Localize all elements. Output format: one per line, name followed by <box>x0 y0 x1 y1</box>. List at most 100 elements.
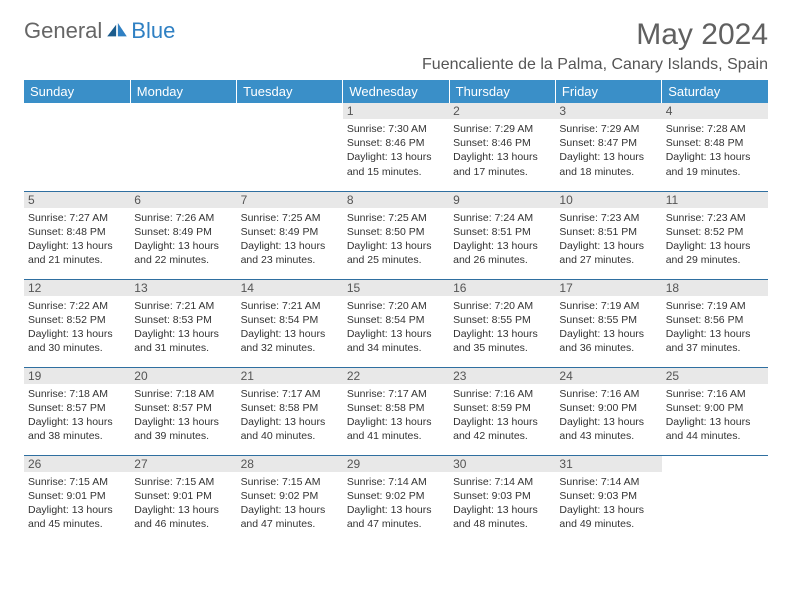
weekday-header: Sunday <box>24 80 130 103</box>
sunset-text: Sunset: 9:03 PM <box>559 489 657 503</box>
daylight-text: Daylight: 13 hours and 44 minutes. <box>666 415 764 443</box>
day-number: 13 <box>130 280 236 296</box>
sunrise-text: Sunrise: 7:16 AM <box>666 387 764 401</box>
calendar-cell: 8Sunrise: 7:25 AMSunset: 8:50 PMDaylight… <box>343 191 449 279</box>
calendar-cell: 18 Sunrise: 7:19 AMSunset: 8:56 PMDayligh… <box>662 279 768 367</box>
day-details: Sunrise: 7:29 AMSunset: 8:47 PMDaylight:… <box>559 122 657 179</box>
day-number: 8 <box>343 192 449 208</box>
sunset-text: Sunset: 9:00 PM <box>666 401 764 415</box>
sunset-text: Sunset: 8:48 PM <box>28 225 126 239</box>
sunrise-text: Sunrise: 7:20 AM <box>453 299 551 313</box>
sunset-text: Sunset: 9:02 PM <box>241 489 339 503</box>
calendar-cell: 29 Sunrise: 7:14 AMSunset: 9:02 PMDayligh… <box>343 455 449 543</box>
calendar-cell: 9Sunrise: 7:24 AMSunset: 8:51 PMDaylight… <box>449 191 555 279</box>
daylight-text: Daylight: 13 hours and 49 minutes. <box>559 503 657 531</box>
calendar-cell: 20Sunrise: 7:18 AMSunset: 8:57 PMDayligh… <box>130 367 236 455</box>
sunset-text: Sunset: 8:48 PM <box>666 136 764 150</box>
sunrise-text: Sunrise: 7:19 AM <box>559 299 657 313</box>
brand-part2: Blue <box>131 18 175 44</box>
daylight-text: Daylight: 13 hours and 46 minutes. <box>134 503 232 531</box>
sunrise-text: Sunrise: 7:17 AM <box>241 387 339 401</box>
sunset-text: Sunset: 8:51 PM <box>559 225 657 239</box>
brand-logo: General Blue <box>24 18 175 44</box>
day-details: Sunrise: 7:29 AMSunset: 8:46 PMDaylight:… <box>453 122 551 179</box>
day-number: 15 <box>343 280 449 296</box>
daylight-text: Daylight: 13 hours and 47 minutes. <box>241 503 339 531</box>
day-number: 10 <box>555 192 661 208</box>
day-details: Sunrise: 7:28 AMSunset: 8:48 PMDaylight:… <box>666 122 764 179</box>
sunset-text: Sunset: 8:57 PM <box>134 401 232 415</box>
daylight-text: Daylight: 13 hours and 39 minutes. <box>134 415 232 443</box>
sunrise-text: Sunrise: 7:16 AM <box>559 387 657 401</box>
weekday-header: Tuesday <box>237 80 343 103</box>
weekday-header: Saturday <box>662 80 768 103</box>
day-number: 21 <box>237 368 343 384</box>
sunrise-text: Sunrise: 7:14 AM <box>559 475 657 489</box>
day-number: 28 <box>237 456 343 472</box>
calendar-cell: 4Sunrise: 7:28 AMSunset: 8:48 PMDaylight… <box>662 103 768 191</box>
sunset-text: Sunset: 8:58 PM <box>347 401 445 415</box>
calendar-cell: 11Sunrise: 7:23 AMSunset: 8:52 PMDayligh… <box>662 191 768 279</box>
calendar-cell: 22 Sunrise: 7:17 AMSunset: 8:58 PMDayligh… <box>343 367 449 455</box>
daylight-text: Daylight: 13 hours and 43 minutes. <box>559 415 657 443</box>
day-number: 29 <box>343 456 449 472</box>
calendar-week-row: 19Sunrise: 7:18 AMSunset: 8:57 PMDayligh… <box>24 367 768 455</box>
day-number: 24 <box>555 368 661 384</box>
weekday-header: Friday <box>555 80 661 103</box>
calendar-cell: 2Sunrise: 7:29 AMSunset: 8:46 PMDaylight… <box>449 103 555 191</box>
daylight-text: Daylight: 13 hours and 37 minutes. <box>666 327 764 355</box>
sunset-text: Sunset: 8:46 PM <box>347 136 445 150</box>
day-number: 3 <box>555 103 661 119</box>
calendar-cell: 7Sunrise: 7:25 AMSunset: 8:49 PMDaylight… <box>237 191 343 279</box>
calendar-week-row: 26Sunrise: 7:15 AMSunset: 9:01 PMDayligh… <box>24 455 768 543</box>
calendar-cell: 14Sunrise: 7:21 AMSunset: 8:54 PMDayligh… <box>237 279 343 367</box>
sunset-text: Sunset: 8:54 PM <box>241 313 339 327</box>
day-details: Sunrise: 7:16 AMSunset: 9:00 PMDaylight:… <box>666 387 764 444</box>
day-details: Sunrise: 7:19 AMSunset: 8:55 PMDaylight:… <box>559 299 657 356</box>
daylight-text: Daylight: 13 hours and 31 minutes. <box>134 327 232 355</box>
sunrise-text: Sunrise: 7:19 AM <box>666 299 764 313</box>
sunset-text: Sunset: 8:55 PM <box>559 313 657 327</box>
calendar-cell: 19Sunrise: 7:18 AMSunset: 8:57 PMDayligh… <box>24 367 130 455</box>
sunset-text: Sunset: 9:02 PM <box>347 489 445 503</box>
day-number: 26 <box>24 456 130 472</box>
sunrise-text: Sunrise: 7:23 AM <box>559 211 657 225</box>
calendar-cell: 21Sunrise: 7:17 AMSunset: 8:58 PMDayligh… <box>237 367 343 455</box>
sunrise-text: Sunrise: 7:15 AM <box>28 475 126 489</box>
sunrise-text: Sunrise: 7:17 AM <box>347 387 445 401</box>
sunset-text: Sunset: 8:58 PM <box>241 401 339 415</box>
day-number: 23 <box>449 368 555 384</box>
sunrise-text: Sunrise: 7:29 AM <box>453 122 551 136</box>
sunset-text: Sunset: 8:59 PM <box>453 401 551 415</box>
sunset-text: Sunset: 9:00 PM <box>559 401 657 415</box>
sunrise-text: Sunrise: 7:24 AM <box>453 211 551 225</box>
day-details: Sunrise: 7:22 AMSunset: 8:52 PMDaylight:… <box>28 299 126 356</box>
calendar-cell: 31Sunrise: 7:14 AMSunset: 9:03 PMDayligh… <box>555 455 661 543</box>
daylight-text: Daylight: 13 hours and 19 minutes. <box>666 150 764 178</box>
sunset-text: Sunset: 8:49 PM <box>241 225 339 239</box>
sunrise-text: Sunrise: 7:15 AM <box>241 475 339 489</box>
day-details: Sunrise: 7:14 AMSunset: 9:02 PMDaylight:… <box>347 475 445 532</box>
day-number: 20 <box>130 368 236 384</box>
day-details: Sunrise: 7:16 AMSunset: 9:00 PMDaylight:… <box>559 387 657 444</box>
weekday-header: Thursday <box>449 80 555 103</box>
day-number: 22 <box>343 368 449 384</box>
sunrise-text: Sunrise: 7:30 AM <box>347 122 445 136</box>
daylight-text: Daylight: 13 hours and 22 minutes. <box>134 239 232 267</box>
calendar-cell <box>662 455 768 543</box>
day-details: Sunrise: 7:18 AMSunset: 8:57 PMDaylight:… <box>28 387 126 444</box>
calendar-cell: 30Sunrise: 7:14 AMSunset: 9:03 PMDayligh… <box>449 455 555 543</box>
day-details: Sunrise: 7:14 AMSunset: 9:03 PMDaylight:… <box>559 475 657 532</box>
day-details: Sunrise: 7:19 AMSunset: 8:56 PMDaylight:… <box>666 299 764 356</box>
day-details: Sunrise: 7:30 AMSunset: 8:46 PMDaylight:… <box>347 122 445 179</box>
day-details: Sunrise: 7:25 AMSunset: 8:49 PMDaylight:… <box>241 211 339 268</box>
daylight-text: Daylight: 13 hours and 41 minutes. <box>347 415 445 443</box>
day-number: 18 <box>662 280 768 296</box>
day-details: Sunrise: 7:21 AMSunset: 8:54 PMDaylight:… <box>241 299 339 356</box>
sunrise-text: Sunrise: 7:14 AM <box>347 475 445 489</box>
day-number: 16 <box>449 280 555 296</box>
day-number: 12 <box>24 280 130 296</box>
calendar-cell: 15Sunrise: 7:20 AMSunset: 8:54 PMDayligh… <box>343 279 449 367</box>
sunrise-text: Sunrise: 7:21 AM <box>134 299 232 313</box>
sunset-text: Sunset: 8:57 PM <box>28 401 126 415</box>
